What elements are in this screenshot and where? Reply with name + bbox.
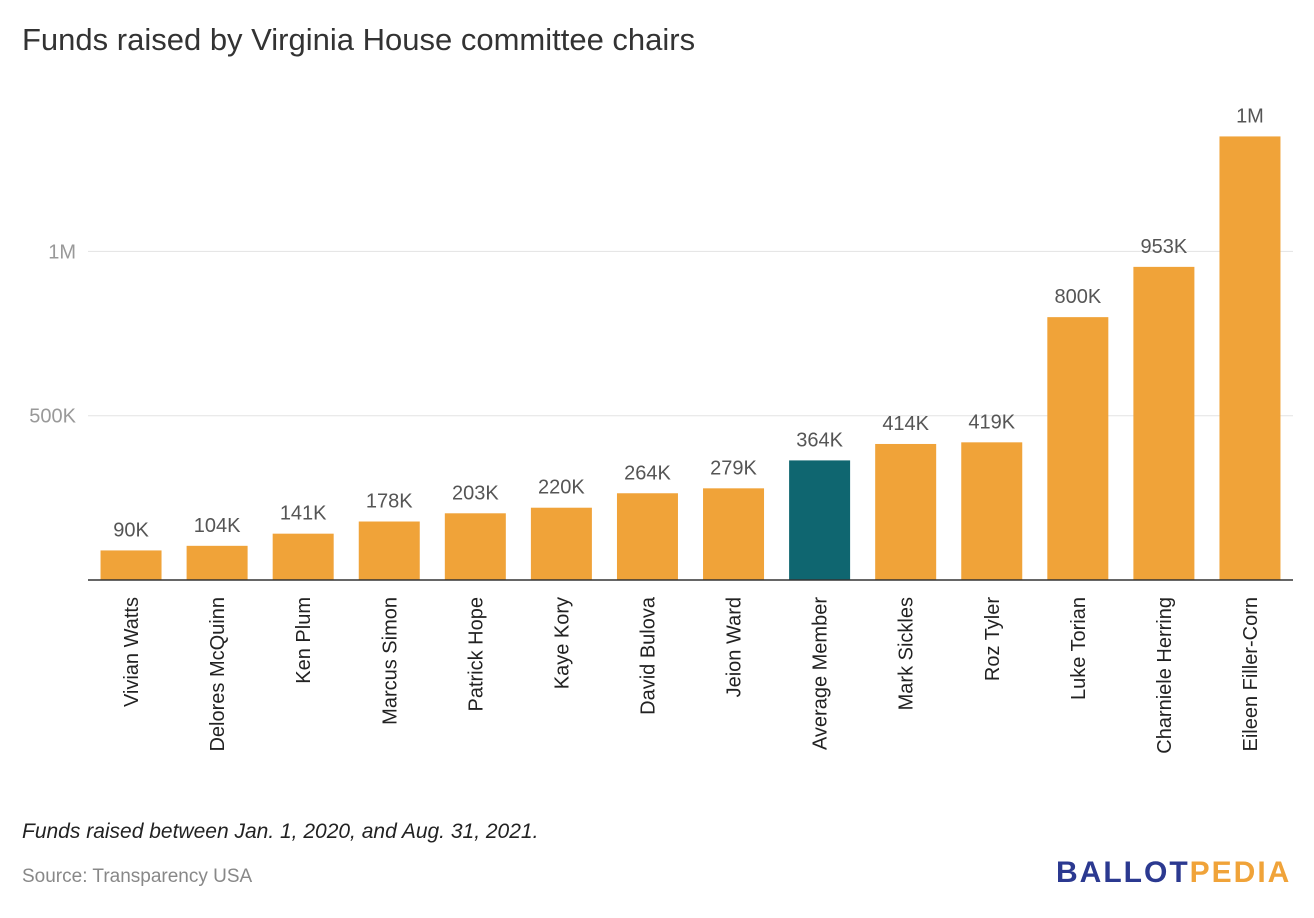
category-label-0: Vivian Watts <box>121 597 143 707</box>
bar-6 <box>616 493 678 580</box>
bar-13 <box>1219 136 1281 580</box>
chart-note: Funds raised between Jan. 1, 2020, and A… <box>22 820 539 843</box>
category-label-12: Charniele Herring <box>1154 597 1176 754</box>
category-label-9: Mark Sickles <box>896 597 918 710</box>
value-label-11: 800K <box>1054 286 1101 308</box>
bar-1 <box>186 545 248 580</box>
category-label-10: Roz Tyler <box>982 597 1004 681</box>
category-label-1: Delores McQuinn <box>207 597 229 752</box>
category-label-7: Jeion Ward <box>724 597 746 697</box>
value-label-4: 203K <box>452 482 499 504</box>
bar-8 <box>789 460 851 580</box>
bar-9 <box>875 443 937 580</box>
value-label-0: 90K <box>113 519 149 541</box>
bar-5 <box>530 507 592 580</box>
value-label-6: 264K <box>624 462 671 484</box>
category-label-13: Eileen Filler-Corn <box>1240 597 1262 752</box>
category-label-3: Marcus Simon <box>379 597 401 725</box>
value-label-7: 279K <box>710 457 757 479</box>
value-label-1: 104K <box>194 515 241 537</box>
y-tick-label-1: 1M <box>48 241 76 263</box>
ballotpedia-logo: BALLOTPEDIA <box>1056 856 1291 890</box>
category-label-2: Ken Plum <box>293 597 315 684</box>
bar-3 <box>358 521 420 580</box>
value-label-10: 419K <box>968 411 1015 433</box>
value-label-3: 178K <box>366 491 413 513</box>
value-label-8: 364K <box>796 429 843 451</box>
value-label-5: 220K <box>538 477 585 499</box>
value-label-2: 141K <box>280 503 327 525</box>
bar-0 <box>100 550 162 580</box>
bar-7 <box>703 488 765 580</box>
bar-10 <box>961 442 1023 580</box>
logo-part-ballot: BALLOT <box>1056 856 1190 889</box>
bar-2 <box>272 533 334 580</box>
y-tick-label-0: 500K <box>29 406 76 428</box>
value-label-9: 414K <box>882 413 929 435</box>
bar-11 <box>1047 317 1109 580</box>
category-label-4: Patrick Hope <box>465 597 487 712</box>
value-label-12: 953K <box>1141 236 1188 258</box>
bar-12 <box>1133 266 1195 580</box>
category-label-6: David Bulova <box>637 596 659 715</box>
category-label-8: Average Member <box>810 597 832 750</box>
category-label-5: Kaye Kory <box>551 597 573 689</box>
bar-4 <box>444 513 506 580</box>
category-label-11: Luke Torian <box>1068 597 1090 700</box>
value-label-13: 1M <box>1236 105 1264 127</box>
logo-part-pedia: PEDIA <box>1189 856 1292 889</box>
chart-title: Funds raised by Virginia House committee… <box>22 22 696 57</box>
chart-source: Source: Transparency USA <box>22 866 253 887</box>
